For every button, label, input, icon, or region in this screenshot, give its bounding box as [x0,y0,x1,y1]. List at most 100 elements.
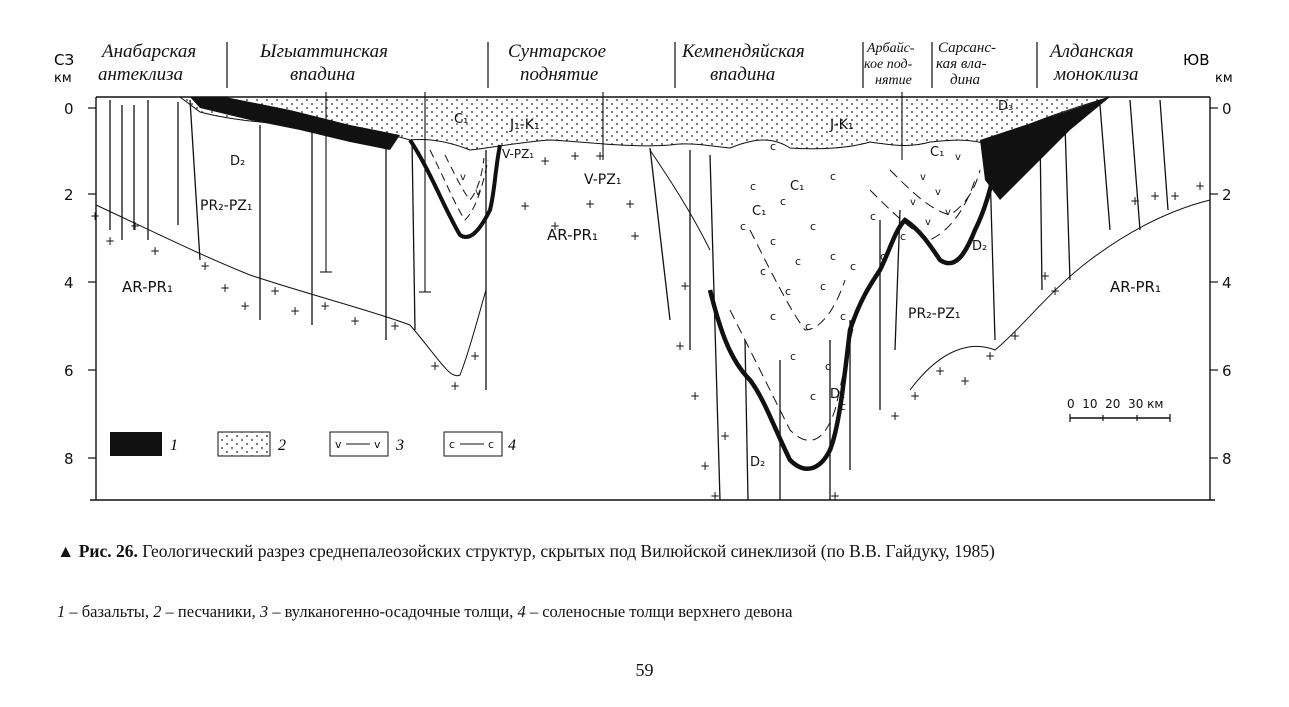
svg-text:+: + [105,234,115,248]
region-labels: Анабарская антеклиза Ыгыаттинская впадин… [98,40,1139,88]
legend-explanation-num: 3 [259,602,269,621]
svg-text:c: c [810,220,816,233]
svg-text:c: c [795,255,801,268]
svg-text:c: c [825,360,831,373]
unit-label: AR-PR₁ [1110,278,1161,296]
unit-label: AR-PR₁ [122,278,173,296]
corner-nw-label: СЗ [54,51,74,69]
depth-label: 6 [64,362,74,380]
svg-text:+: + [720,429,730,443]
wells [320,92,903,293]
svg-text:v: v [374,438,381,451]
svg-text:+: + [350,314,360,328]
page-number: 59 [635,660,654,680]
svg-text:c: c [810,390,816,403]
basement-surface [95,149,1211,391]
svg-text:+: + [200,259,210,273]
legend-explanation-num: 1 [57,602,66,621]
svg-text:v: v [475,187,481,198]
svg-text:+: + [520,199,530,213]
svg-text:c: c [770,140,776,153]
region-anabar-l2: антеклиза [98,64,183,85]
svg-text:v: v [910,197,916,208]
depth-label: 8 [1222,450,1232,468]
region-sarsan-l1: Сарсанс- [938,40,996,56]
region-arbay-l1: Арбайс- [866,41,915,56]
figure-caption: ▲ Рис. 26. Геологический разрез среднепа… [57,540,1237,562]
depth-label: 2 [64,186,74,204]
svg-text:c: c [880,250,886,263]
unit-label: D₂ [230,154,245,169]
region-ygyatta-l2: впадина [290,64,355,85]
depth-label: 4 [1222,274,1232,292]
svg-text:v: v [925,217,931,228]
svg-text:v: v [335,438,342,451]
scale-bar-label: 0 10 20 30 км [1067,397,1163,411]
svg-text:+: + [1195,179,1205,193]
region-sarsan-l3: дина [950,72,980,88]
unit-label: C₁ [752,204,766,219]
svg-text:c: c [850,260,856,273]
svg-text:+: + [90,209,100,223]
salt-strata-marks: ccc ccc ccc ccc ccc ccc ccc cc [740,140,906,413]
svg-text:+: + [675,339,685,353]
unit-label: V-PZ₁ [584,172,621,188]
svg-text:+: + [830,489,840,503]
svg-text:c: c [785,285,791,298]
legend-explanation-num: 4 [517,602,526,621]
svg-text:+: + [910,389,920,403]
unit-labels: AR-PR₁ AR-PR₁ AR-PR₁ PR₂-PZ₁ PR₂-PZ₁ V-P… [122,99,1161,470]
svg-text:v: v [460,172,466,183]
unit-label: D₂ [830,387,845,402]
svg-text:c: c [840,400,846,413]
svg-text:+: + [985,349,995,363]
svg-text:+: + [470,349,480,363]
basalt-bodies [190,97,1110,200]
legend-num: 3 [395,437,404,454]
svg-text:c: c [820,280,826,293]
scale-bar: 0 10 20 30 км [1067,397,1171,422]
unit-label: C₁ [930,145,944,160]
svg-text:+: + [220,281,230,295]
region-aldan-l1: Алданская [1048,41,1134,62]
depth-label: 0 [1222,100,1232,118]
svg-text:+: + [450,379,460,393]
svg-text:c: c [740,220,746,233]
legend-explanation-text: – соленосные толщи верхнего девона [525,602,793,621]
svg-text:+: + [710,489,720,503]
svg-text:c: c [770,235,776,248]
svg-text:+: + [1150,189,1160,203]
svg-text:c: c [805,320,811,333]
region-arbay-l2: кое под- [864,57,913,72]
figure-legend: 1 2 v v 3 c c 4 [110,431,516,457]
unit-label: AR-PR₁ [547,226,598,244]
svg-text:+: + [1040,269,1050,283]
svg-text:+: + [290,304,300,318]
svg-text:c: c [770,310,776,323]
svg-text:c: c [830,170,836,183]
unit-label: D₃ [998,99,1013,114]
unit-label: D₂ [972,239,987,254]
svg-text:+: + [1130,194,1140,208]
region-kempendyay-l1: Кемпендяйская [681,41,805,62]
svg-text:+: + [630,229,640,243]
region-suntar-l2: поднятие [520,64,598,85]
unit-label: J-K₁ [829,117,853,133]
unit-label: J₁-K₁ [509,117,540,133]
region-arbay-l3: нятие [875,73,912,88]
legend-swatch-sandstone [217,431,271,457]
corner-se-label: ЮВ [1183,51,1209,69]
km-label-right: км [1215,71,1233,86]
svg-text:v: v [955,152,961,163]
svg-text:+: + [690,389,700,403]
svg-text:c: c [830,250,836,263]
svg-text:+: + [935,364,945,378]
unit-label: PR₂-PZ₁ [908,306,960,322]
legend-swatch-salt: c c [443,431,503,457]
svg-text:v: v [935,187,941,198]
region-suntar-l1: Сунтарское [508,41,606,62]
depth-label: 8 [64,450,74,468]
svg-text:+: + [150,244,160,258]
depth-axis-ticks [88,107,1218,459]
